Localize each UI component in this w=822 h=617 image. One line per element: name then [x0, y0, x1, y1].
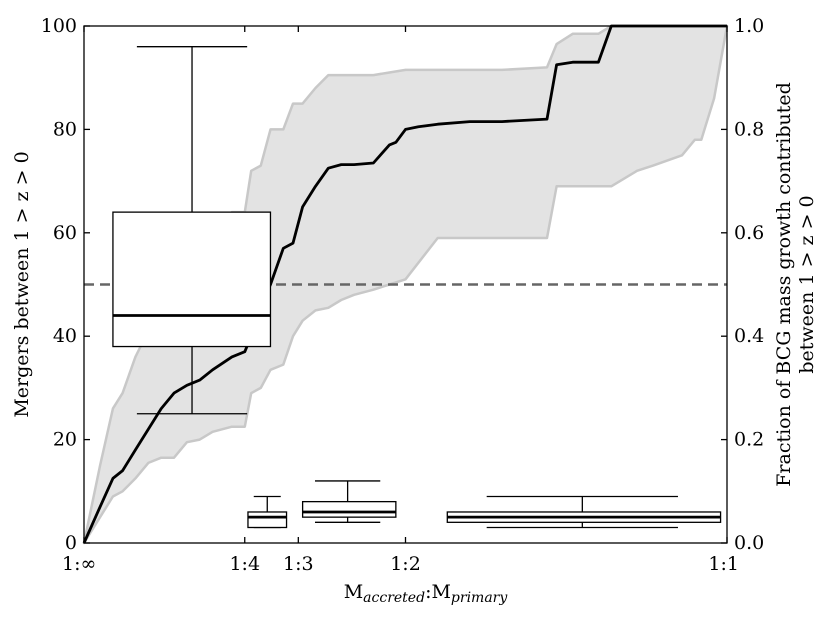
tick-layer: 0 20 40 60 80 100 0.0 0.2 0.4 0.6 0.8 1.0 1:∞ 1:4 1:3 1… — [41, 15, 764, 575]
left-axis-tick-label: 80 — [53, 118, 77, 140]
left-axis-title: Mergers between 1 > z > 0 — [11, 151, 33, 417]
right-axis-title-line1: Fraction of BCG mass growth contributed — [773, 82, 795, 487]
right-axis-tick-label: 1.0 — [734, 15, 764, 37]
x-axis-tick-label: 1:3 — [283, 553, 314, 575]
x-axis-title-sep: :M — [425, 581, 451, 603]
x-axis-title-main: M — [344, 581, 363, 603]
x-axis-tick-label: 1:2 — [390, 553, 421, 575]
boxplot-3 — [446, 495, 722, 529]
left-axis-tick-label: 0 — [65, 532, 77, 554]
x-axis-title-sub2: primary — [451, 590, 508, 606]
boxplot-2 — [301, 480, 397, 523]
right-axis-tick-label: 0.0 — [734, 532, 764, 554]
right-axis-title-line2: between 1 > z > 0 — [796, 195, 818, 373]
boxplot-box — [301, 500, 397, 518]
right-axis-tick-label: 0.4 — [734, 325, 764, 347]
series-line-layer — [82, 24, 727, 544]
boxplot-layer — [112, 46, 722, 529]
boxplot-box — [247, 511, 288, 529]
left-axis-tick-label: 20 — [53, 429, 77, 451]
x-axis-title: Maccreted:Mprimary — [344, 581, 509, 606]
left-axis-tick-label: 100 — [41, 15, 77, 37]
x-axis-title-sub1: accreted — [363, 590, 425, 606]
series-line-0 — [82, 24, 727, 544]
left-axis-tick-label: 60 — [53, 222, 77, 244]
right-axis-tick-label: 0.2 — [734, 429, 764, 451]
x-axis-tick-label: 1:4 — [229, 553, 260, 575]
boxplot-0 — [112, 46, 272, 415]
right-axis-tick-label: 0.8 — [734, 118, 764, 140]
boxplot-1 — [247, 495, 288, 529]
left-axis-tick-label: 40 — [53, 325, 77, 347]
boxplot-box — [112, 211, 272, 348]
right-axis-tick-label: 0.6 — [734, 222, 764, 244]
x-axis-tick-label: 1:∞ — [62, 553, 96, 575]
x-axis-tick-label: 1:1 — [708, 553, 739, 575]
